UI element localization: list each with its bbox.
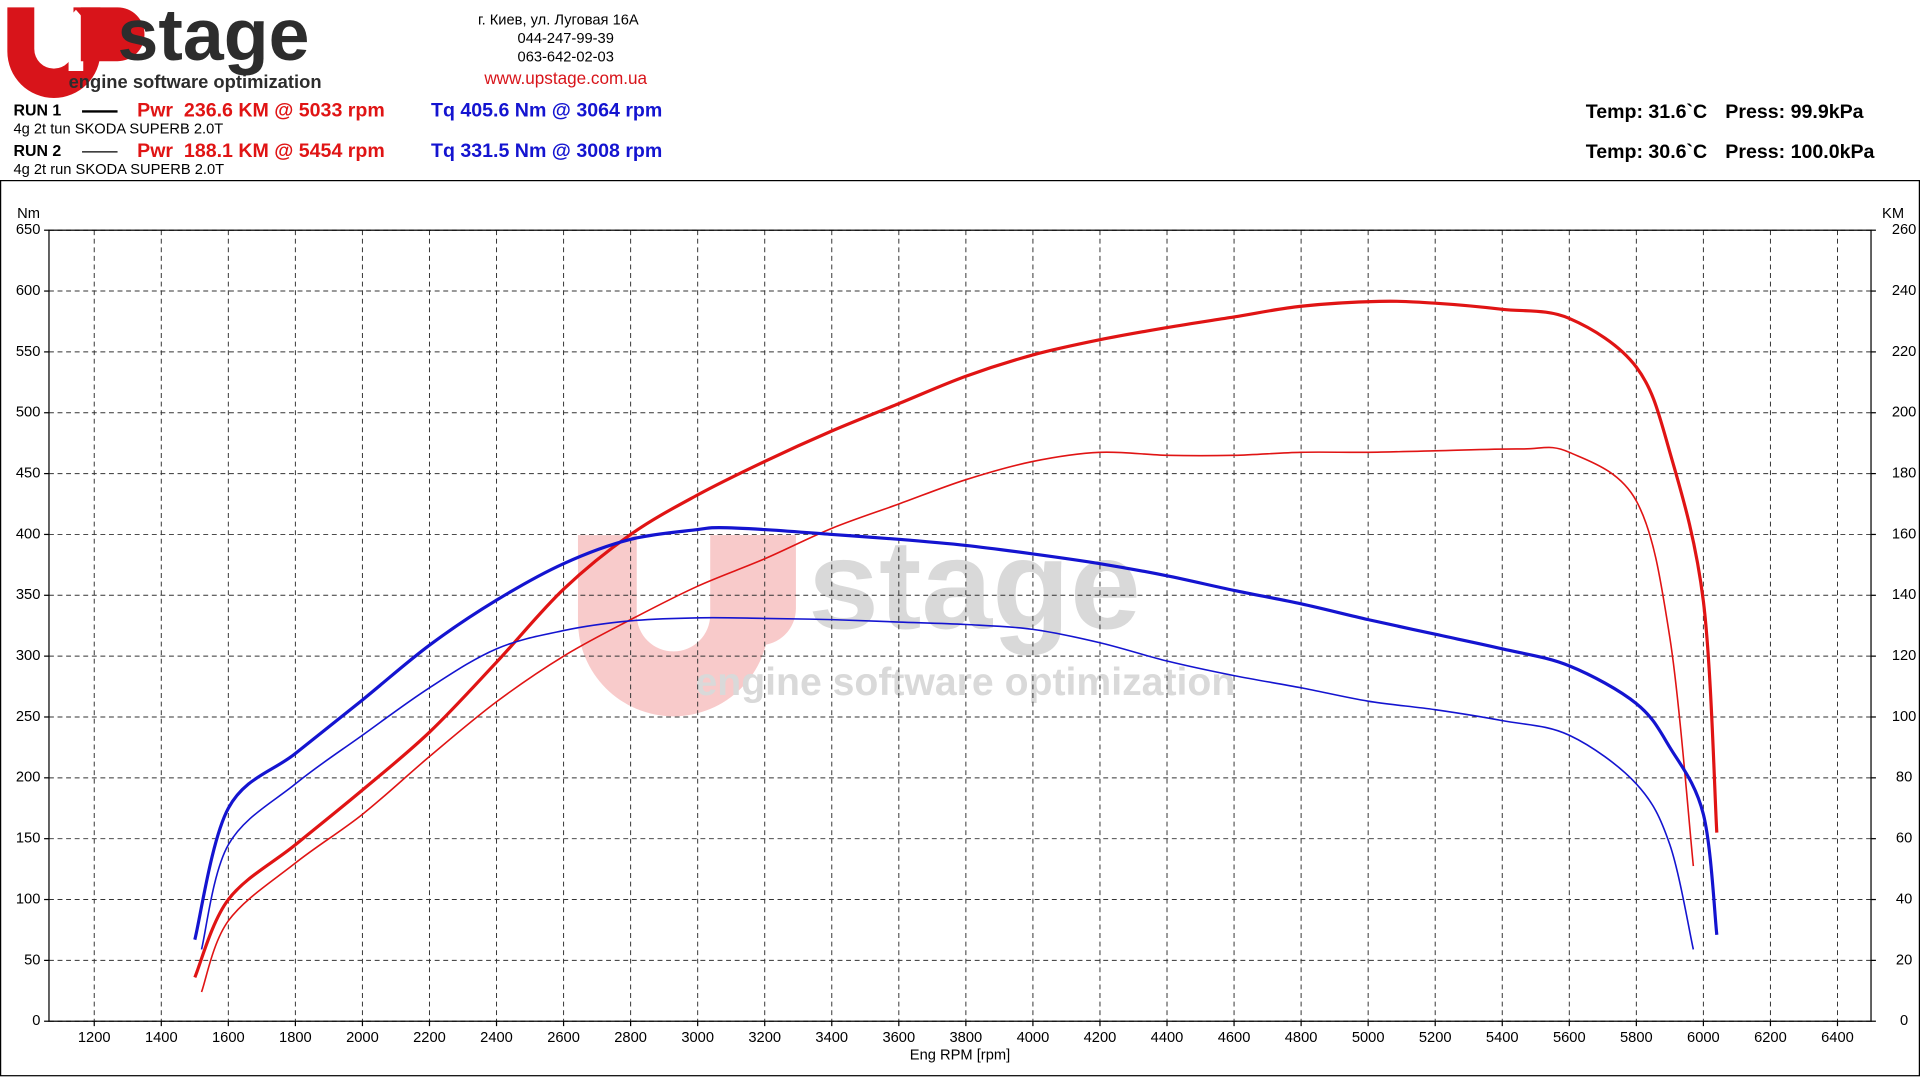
plot-frame	[48, 229, 1872, 1022]
x-tick-label: 5600	[1553, 1030, 1586, 1046]
x-tick-label: 6000	[1687, 1030, 1720, 1046]
phone: 063-642-02-03	[518, 49, 614, 65]
x-tick-label: 1800	[279, 1030, 312, 1046]
series-line	[193, 299, 1719, 979]
logo-text: stage	[118, 0, 310, 76]
run-power: Pwr 188.1 KM @ 5454 rpm	[137, 140, 385, 162]
watermark-logo	[722, 535, 796, 646]
x-tick-label: 3400	[815, 1030, 848, 1046]
x-tick-label: 2600	[547, 1030, 580, 1046]
y-axis-label: Nm	[17, 206, 40, 222]
y2-tick-label: 180	[1892, 465, 1917, 481]
x-tick-label: 2400	[480, 1030, 513, 1046]
x-tick-label: 3000	[681, 1030, 714, 1046]
run-torque: Tq 405.6 Nm @ 3064 rpm	[431, 100, 662, 122]
x-tick-label: 1600	[212, 1030, 245, 1046]
y-tick-label: 450	[16, 465, 41, 481]
x-tick-label: 4800	[1285, 1030, 1318, 1046]
run-press: Press: 100.0kPa	[1725, 141, 1875, 163]
y-tick-label: 550	[16, 344, 41, 360]
y2-tick-label: 220	[1892, 344, 1917, 360]
url: www.upstage.com.ua	[483, 68, 647, 88]
y-tick-label: 300	[16, 648, 41, 664]
contacts: г. Киев, ул. Луговая 16А 044-247-99-39 0…	[478, 13, 648, 88]
y2-axis-label: KM	[1882, 206, 1904, 222]
y2-tick-label: 0	[1900, 1013, 1908, 1029]
phone: 044-247-99-39	[518, 31, 614, 47]
run-temp: Temp: 30.6`C	[1586, 141, 1707, 163]
series-line	[200, 616, 1695, 950]
y-tick-label: 150	[16, 831, 41, 847]
y-tick-label: 400	[16, 526, 41, 542]
x-tick-label: 5800	[1620, 1030, 1653, 1046]
x-tick-label: 6200	[1754, 1030, 1787, 1046]
x-tick-label: 4000	[1017, 1030, 1050, 1046]
x-tick-label: 2800	[614, 1030, 647, 1046]
logo-tagline: engine software optimization	[69, 71, 322, 92]
run-temp: Temp: 31.6`C	[1586, 101, 1707, 123]
y-tick-label: 250	[16, 709, 41, 725]
y-tick-label: 350	[16, 587, 41, 603]
y2-tick-label: 60	[1896, 831, 1912, 847]
run-power: Pwr 236.6 KM @ 5033 rpm	[137, 100, 385, 122]
y2-tick-label: 80	[1896, 770, 1912, 786]
logo: stage engine software optimization	[7, 0, 322, 98]
x-tick-label: 5200	[1419, 1030, 1452, 1046]
chart-panel	[0, 180, 1920, 1077]
y2-tick-label: 100	[1892, 709, 1917, 725]
y2-tick-label: 240	[1892, 283, 1917, 299]
x-tick-label: 4200	[1084, 1030, 1117, 1046]
logo-p	[80, 7, 145, 62]
y2-tick-label: 120	[1892, 648, 1917, 664]
y2-tick-label: 140	[1892, 587, 1917, 603]
y-tick-label: 100	[16, 891, 41, 907]
x-tick-label: 6400	[1821, 1030, 1854, 1046]
run-label: RUN 1	[13, 103, 61, 120]
y2-tick-label: 20	[1896, 952, 1912, 968]
y-tick-label: 0	[32, 1013, 40, 1029]
y-tick-label: 200	[16, 770, 41, 786]
watermark-logo	[577, 535, 769, 717]
x-tick-label: 5000	[1352, 1030, 1385, 1046]
y2-tick-label: 200	[1892, 405, 1917, 421]
y2-tick-label: 40	[1896, 891, 1912, 907]
run-description: 4g 2t tun SKODA SUPERB 2.0T	[13, 122, 223, 138]
x-tick-label: 4600	[1218, 1030, 1251, 1046]
y-tick-label: 600	[16, 283, 41, 299]
series-line	[200, 446, 1695, 993]
x-tick-label: 2200	[413, 1030, 446, 1046]
x-tick-label: 4400	[1151, 1030, 1184, 1046]
series-line	[193, 526, 1719, 941]
run-press: Press: 99.9kPa	[1725, 101, 1864, 123]
y-tick-label: 500	[16, 405, 41, 421]
x-axis-label: Eng RPM [rpm]	[910, 1047, 1010, 1063]
y2-tick-label: 160	[1892, 526, 1917, 542]
chart: 1200 1400 1600 1800 2000 2200 2400 2600 2800 3000…	[16, 206, 1916, 1063]
address: г. Киев, ул. Луговая 16А	[478, 13, 639, 29]
run-label: RUN 2	[13, 143, 61, 160]
x-tick-label: 3800	[950, 1030, 983, 1046]
x-tick-label: 3600	[882, 1030, 915, 1046]
x-tick-label: 5400	[1486, 1030, 1519, 1046]
run-description: 4g 2t run SKODA SUPERB 2.0T	[13, 162, 224, 178]
x-tick-label: 2000	[346, 1030, 379, 1046]
run-torque: Tq 331.5 Nm @ 3008 rpm	[431, 140, 662, 162]
y-tick-label: 50	[24, 952, 40, 968]
x-tick-label: 3200	[748, 1030, 781, 1046]
y2-tick-label: 260	[1892, 222, 1917, 238]
y-tick-label: 650	[16, 222, 41, 238]
x-tick-label: 1200	[78, 1030, 111, 1046]
x-tick-label: 1400	[145, 1030, 178, 1046]
watermark: stage engine software optimization	[577, 514, 1235, 717]
